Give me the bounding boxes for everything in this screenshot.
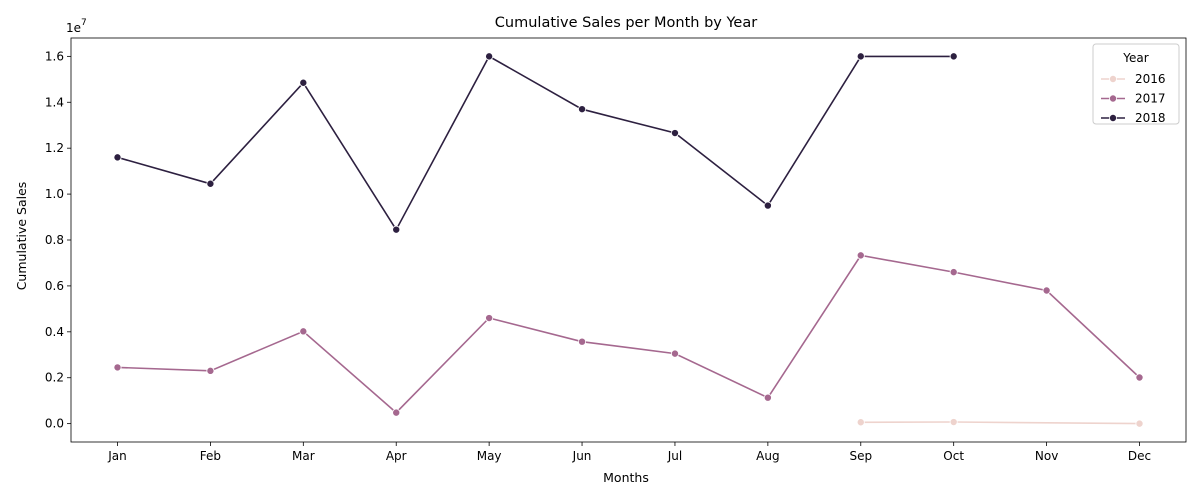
data-point-2018	[113, 153, 122, 162]
x-tick-label: Aug	[756, 449, 779, 463]
legend-label-2016: 2016	[1135, 72, 1166, 86]
chart-title: Cumulative Sales per Month by Year	[495, 15, 757, 31]
y-tick-label: 1.4	[45, 95, 64, 109]
data-point-2017	[763, 393, 772, 402]
y-tick-label: 1.2	[45, 141, 64, 155]
data-point-2018	[485, 52, 494, 61]
x-tick-label: Jun	[572, 449, 592, 463]
series-line-2018	[117, 55, 954, 232]
x-tick-label: Apr	[386, 449, 407, 463]
data-point-2018	[392, 225, 401, 234]
data-point-2017	[856, 251, 865, 260]
x-tick-label: Feb	[200, 449, 221, 463]
legend-title: Year	[1122, 51, 1148, 65]
y-tick-label: 0.8	[45, 233, 64, 247]
data-point-2018	[206, 179, 215, 188]
y-axis-scale-label: 1e7	[66, 18, 87, 35]
data-point-2017	[1135, 373, 1144, 382]
legend: Year 2016 2017 2018	[1092, 43, 1180, 125]
x-tick-label: May	[477, 449, 502, 463]
y-tick-label: 0.0	[45, 417, 64, 431]
legend-marker-2016	[1109, 75, 1118, 84]
data-point-2016	[949, 418, 958, 427]
data-point-2017	[299, 327, 308, 336]
x-tick-label: Mar	[292, 449, 315, 463]
x-tick-label: Jan	[107, 449, 127, 463]
data-point-2017	[206, 366, 215, 375]
data-point-2017	[392, 408, 401, 417]
data-point-2018	[670, 129, 679, 138]
y-tick-label: 0.4	[45, 325, 64, 339]
y-axis-title: Cumulative Sales	[14, 182, 29, 291]
legend-marker-2018	[1109, 114, 1118, 123]
data-point-2018	[949, 52, 958, 61]
y-tick-label: 1.6	[45, 49, 64, 63]
data-point-2017	[670, 349, 679, 358]
x-tick-label: Dec	[1128, 449, 1151, 463]
data-point-2018	[299, 78, 308, 87]
y-scale-mantissa: 1e	[66, 21, 81, 35]
x-tick-label: Jul	[667, 449, 682, 463]
y-tick-label: 0.6	[45, 279, 64, 293]
data-point-2017	[1042, 286, 1051, 295]
x-tick-label: Oct	[943, 449, 964, 463]
y-tick-label: 1.0	[45, 187, 64, 201]
data-point-2016	[856, 418, 865, 427]
x-axis-title: Months	[603, 470, 649, 485]
x-tick-label: Nov	[1035, 449, 1058, 463]
data-point-2017	[113, 363, 122, 372]
legend-box	[1092, 43, 1180, 125]
plot-area: 0.0 0.2 0.4 0.6 0.8 1.0 1.2 1.4 1.6 Jan Feb Mar Apr M…	[45, 37, 1187, 463]
data-point-2018	[763, 201, 772, 210]
legend-label-2018: 2018	[1135, 111, 1166, 125]
y-scale-exponent: 7	[81, 18, 87, 28]
data-point-2017	[578, 337, 587, 346]
data-point-2017	[485, 314, 494, 323]
data-point-2016	[1135, 419, 1144, 428]
y-tick-label: 0.2	[45, 371, 64, 385]
legend-label-2017: 2017	[1135, 92, 1166, 106]
data-point-2017	[949, 268, 958, 277]
data-point-2018	[578, 105, 587, 114]
legend-marker-2017	[1109, 94, 1118, 103]
data-point-2018	[856, 52, 865, 61]
series-line-2017	[117, 254, 1141, 414]
x-tick-label: Sep	[849, 449, 872, 463]
